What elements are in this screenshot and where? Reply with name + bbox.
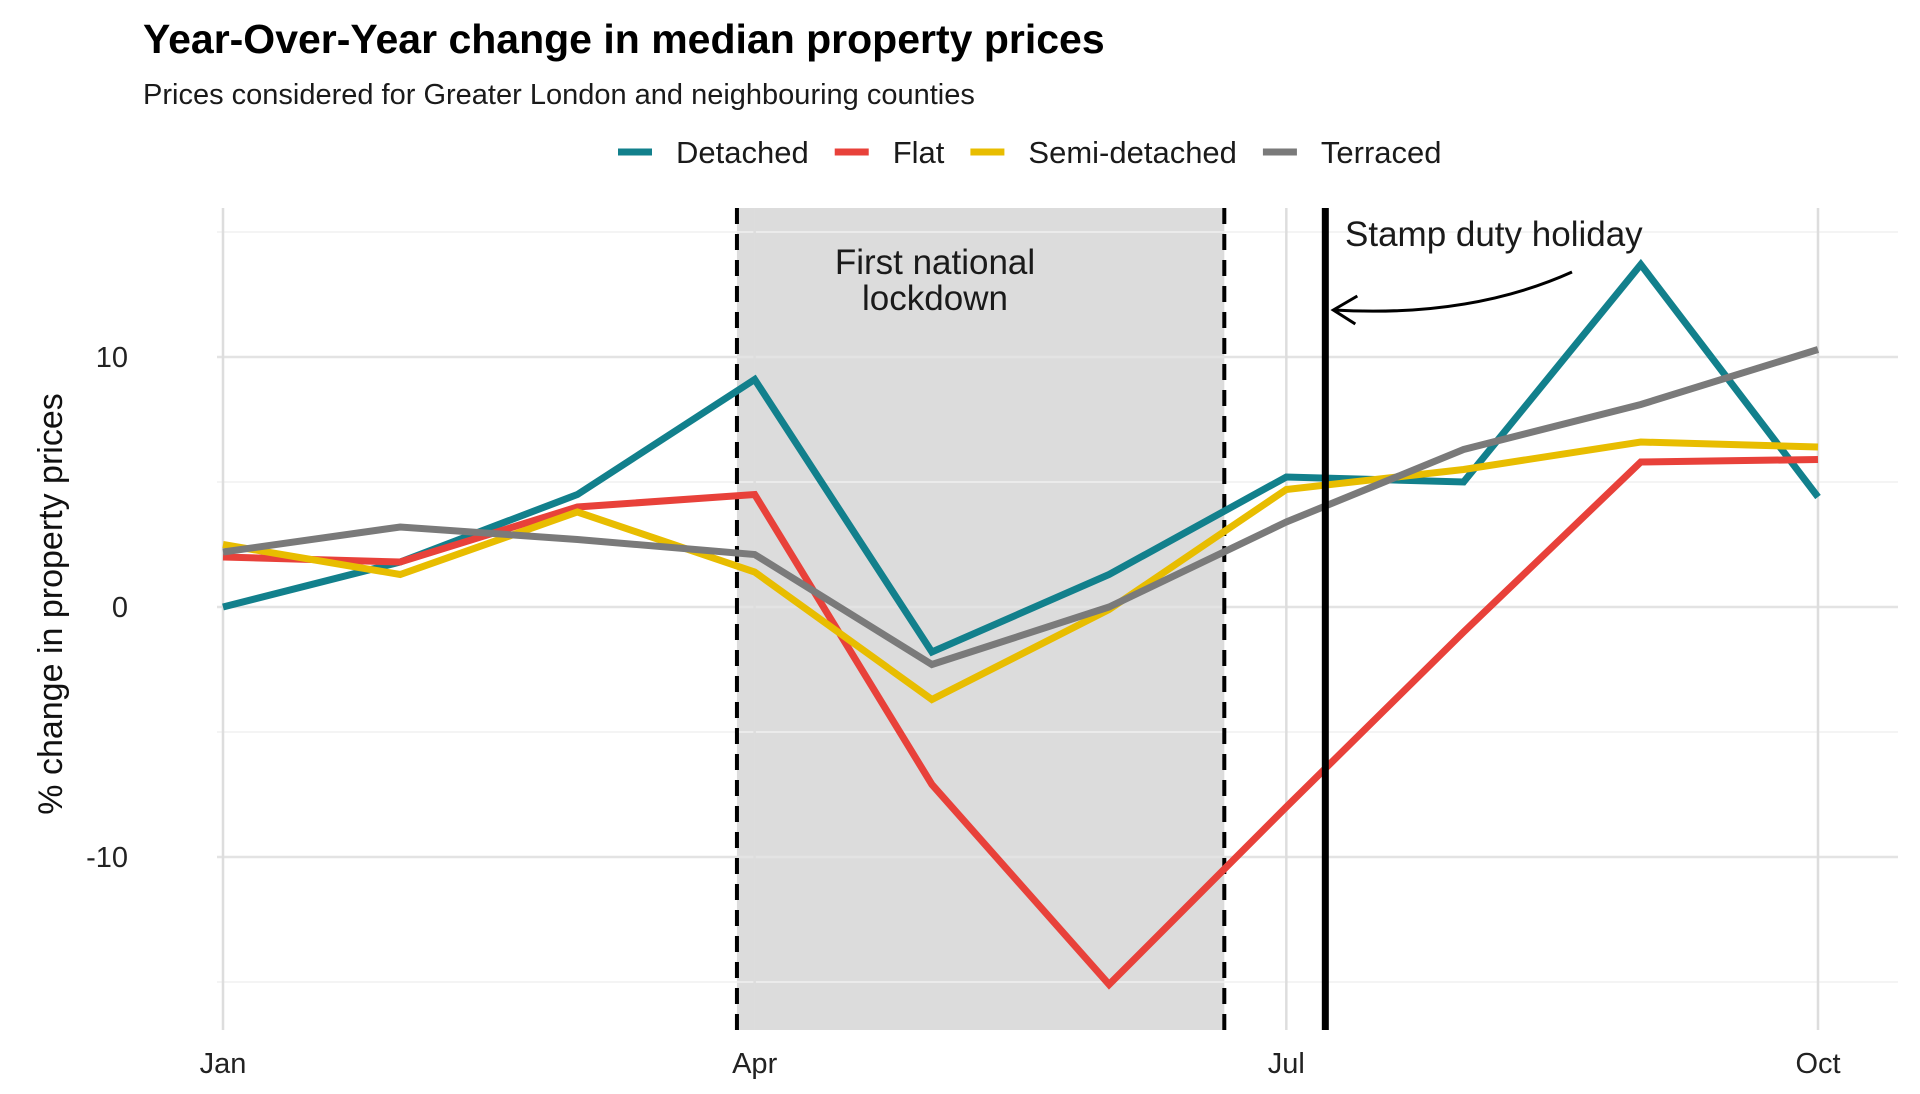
x-tick-label: Apr xyxy=(732,1048,777,1080)
chart-subtitle: Prices considered for Greater London and… xyxy=(143,79,975,111)
annotations: First national lockdown Stamp duty holid… xyxy=(835,215,1643,318)
legend: Detached Flat Semi-detached Terraced xyxy=(618,135,1442,170)
series-line-terraced xyxy=(222,346,1820,669)
legend-label-detached: Detached xyxy=(676,135,809,170)
chart-title: Year-Over-Year change in median property… xyxy=(143,16,1105,62)
stamp-duty-arrowhead xyxy=(1330,294,1359,326)
stamp-duty-label: Stamp duty holiday xyxy=(1345,215,1643,254)
stamp-duty-arrow xyxy=(1333,270,1573,313)
gridlines xyxy=(217,208,1898,1030)
lockdown-label-line2: lockdown xyxy=(862,279,1008,318)
legend-label-flat: Flat xyxy=(893,135,945,170)
lockdown-shading xyxy=(736,208,1225,1030)
lockdown-label-line1: First national xyxy=(835,243,1035,282)
x-tick-label: Oct xyxy=(1795,1048,1840,1080)
y-tick-label: 10 xyxy=(96,342,128,374)
y-axis-title: % change in property prices xyxy=(32,393,70,814)
x-tick-label: Jul xyxy=(1268,1048,1305,1080)
legend-label-semi-detached: Semi-detached xyxy=(1028,135,1237,170)
axis-ticks: 10 0 -10 Jan Apr Jul Oct xyxy=(86,342,1840,1080)
y-tick-label: -10 xyxy=(86,842,128,874)
legend-label-terraced: Terraced xyxy=(1321,135,1442,170)
x-tick-label: Jan xyxy=(200,1048,247,1080)
series-line-semi-detached xyxy=(222,438,1819,704)
lockdown-region xyxy=(736,208,1225,1030)
series-line-detached xyxy=(222,258,1821,657)
lockdown-boundaries xyxy=(734,208,1227,1030)
stamp-duty-marker xyxy=(1321,208,1573,1030)
series-lines xyxy=(222,258,1821,990)
y-tick-label: 0 xyxy=(112,592,128,624)
